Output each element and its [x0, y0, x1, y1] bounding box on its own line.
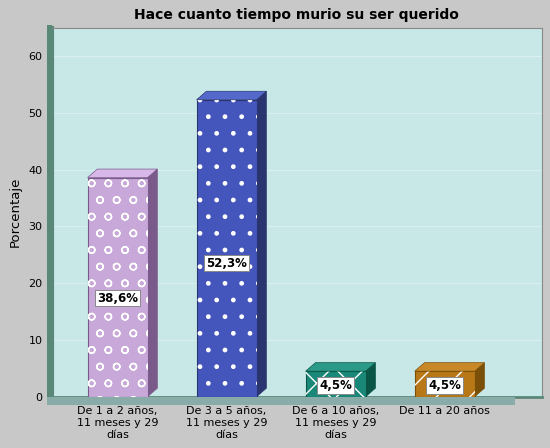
Text: 38,6%: 38,6%: [97, 292, 138, 305]
Bar: [52, 397, 542, 405]
Polygon shape: [306, 371, 366, 397]
Polygon shape: [147, 169, 157, 397]
Text: 52,3%: 52,3%: [206, 257, 247, 270]
Text: 4,5%: 4,5%: [428, 379, 461, 392]
Polygon shape: [196, 100, 256, 397]
Text: 4,5%: 4,5%: [319, 379, 352, 392]
Polygon shape: [475, 363, 485, 397]
Polygon shape: [87, 169, 157, 177]
Bar: [47, 397, 515, 405]
Y-axis label: Porcentaje: Porcentaje: [8, 177, 21, 247]
Polygon shape: [87, 177, 147, 397]
Bar: [47, 25, 52, 405]
Polygon shape: [196, 91, 266, 100]
Title: Hace cuanto tiempo murio su ser querido: Hace cuanto tiempo murio su ser querido: [134, 9, 459, 22]
Polygon shape: [306, 363, 376, 371]
Polygon shape: [415, 363, 485, 371]
Polygon shape: [415, 371, 475, 397]
Polygon shape: [256, 91, 266, 397]
Polygon shape: [366, 363, 376, 397]
